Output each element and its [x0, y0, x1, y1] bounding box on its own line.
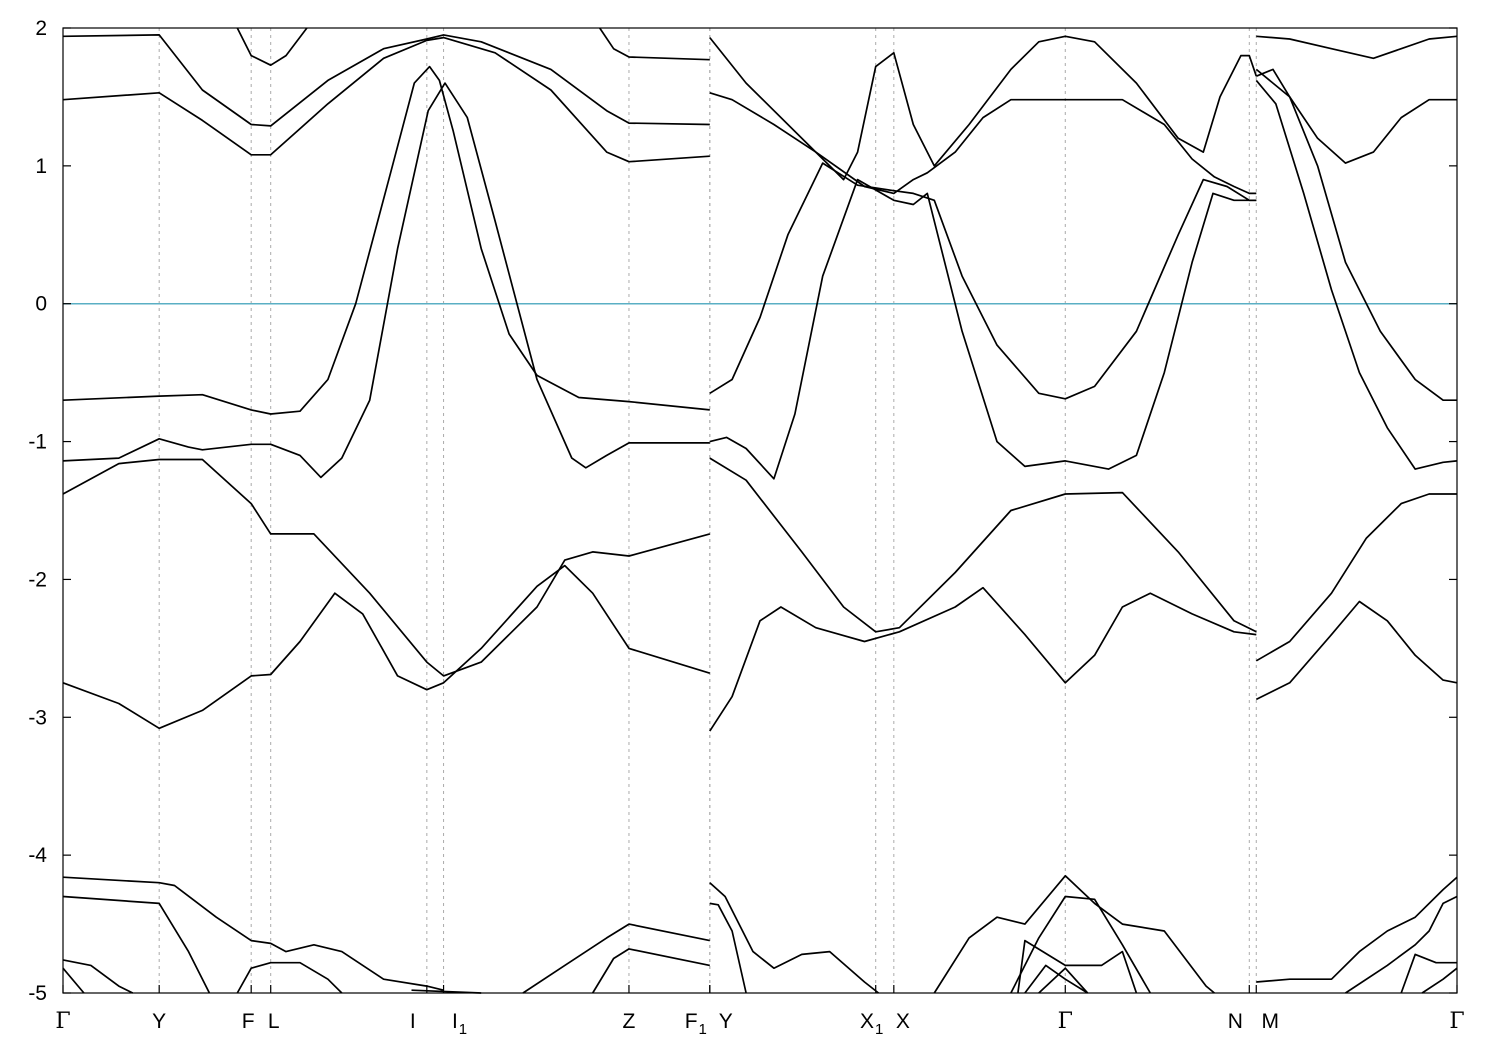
band-line-2 — [62, 36, 710, 163]
band-line-27 — [1017, 939, 1138, 994]
y-tick-label: -2 — [28, 568, 47, 591]
band-line-35 — [1255, 600, 1458, 701]
x-tick-label: F1 — [685, 1010, 707, 1038]
band-line-12 — [62, 959, 134, 994]
band-line-34 — [1255, 493, 1457, 662]
band-line-6 — [62, 82, 710, 479]
band-line-16 — [591, 948, 710, 994]
y-tick-label: -1 — [28, 431, 47, 454]
band-line-1 — [62, 34, 710, 127]
band-line-10 — [62, 895, 211, 994]
band-line-15 — [522, 923, 710, 994]
x-tick-label: L — [268, 1010, 280, 1033]
x-tick-label: Y — [719, 1010, 733, 1033]
band-line-28 — [1024, 964, 1089, 994]
x-tick-label: F — [242, 1010, 255, 1033]
band-line-31 — [1255, 68, 1457, 164]
band-lines — [62, 27, 1458, 994]
band-line-23 — [709, 882, 880, 994]
band-line-7 — [62, 458, 711, 677]
x-tick-label: Γ — [1058, 1009, 1073, 1034]
band-line-4 — [598, 27, 710, 61]
band-line-22 — [709, 586, 1257, 732]
band-line-25 — [933, 874, 1215, 994]
y-tick-label: 0 — [35, 293, 47, 316]
band-line-20 — [709, 178, 1257, 480]
x-tick-label: X1 — [860, 1010, 883, 1038]
band-line-33 — [1255, 68, 1457, 402]
band-line-32 — [1255, 79, 1458, 470]
x-tick-label: I1 — [452, 1010, 467, 1038]
axis-ticks — [62, 27, 1458, 994]
plot-frame — [62, 27, 1458, 994]
x-tick-label: N — [1228, 1010, 1243, 1033]
x-tick-label: X — [896, 1010, 910, 1033]
band-line-3 — [236, 27, 308, 67]
band-line-8 — [62, 564, 711, 730]
band-line-38 — [1400, 953, 1457, 994]
x-tick-label: Y — [152, 1010, 166, 1033]
band-line-19 — [709, 162, 1257, 400]
band-line-21 — [709, 457, 1257, 633]
x-tick-label: I — [410, 1010, 416, 1033]
x-tick-labels: Γ Y F L I I1 Z F1 Y X1 X Γ N M Γ — [55, 1009, 1464, 1038]
y-tick-label: -4 — [28, 844, 47, 867]
band-line-36 — [1256, 876, 1458, 983]
band-line-30 — [1256, 35, 1458, 60]
y-tick-label: -5 — [28, 982, 47, 1005]
x-tick-label: Z — [623, 1010, 636, 1033]
band-line-39 — [1421, 967, 1458, 994]
band-line-18 — [709, 91, 1257, 195]
y-tick-labels: 2 1 0 -1 -2 -3 -4 -5 — [28, 17, 47, 1005]
y-tick-label: 1 — [35, 155, 47, 178]
x-tick-label: Γ — [55, 1009, 70, 1034]
y-tick-label: -3 — [28, 706, 47, 729]
x-tick-label: M — [1262, 1010, 1280, 1033]
y-tick-label: 2 — [35, 17, 47, 40]
x-tick-label: Γ — [1449, 1009, 1464, 1034]
band-line-13 — [236, 961, 343, 994]
band-line-29 — [1038, 967, 1089, 994]
band-line-11 — [62, 967, 85, 994]
band-line-9 — [62, 876, 444, 992]
band-line-37 — [1345, 895, 1458, 994]
band-line-17 — [709, 35, 1258, 181]
kpoint-grid-lines — [158, 28, 1257, 993]
band-line-24 — [709, 902, 747, 994]
band-line-5 — [62, 65, 710, 415]
